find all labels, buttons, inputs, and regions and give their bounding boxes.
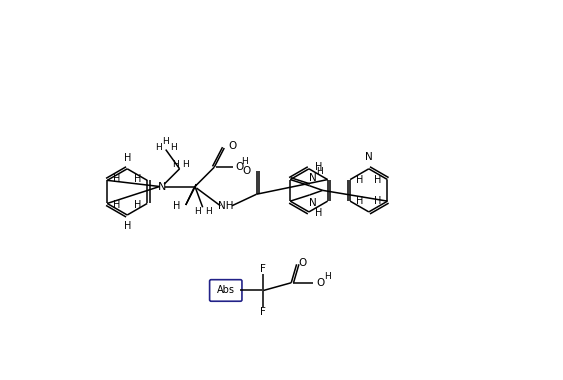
Text: H: H [205, 207, 212, 216]
Text: H: H [315, 162, 323, 172]
Text: H: H [182, 160, 189, 169]
Text: NH: NH [218, 201, 234, 211]
Text: H: H [155, 143, 162, 152]
Text: H: H [133, 174, 141, 184]
Text: N: N [158, 182, 166, 192]
Text: H: H [113, 174, 120, 184]
Text: N: N [309, 198, 316, 208]
Polygon shape [186, 184, 196, 205]
Text: H: H [123, 153, 131, 163]
Text: H: H [356, 196, 364, 206]
Text: H: H [170, 143, 177, 152]
Text: O: O [242, 166, 251, 176]
FancyBboxPatch shape [209, 280, 242, 301]
Text: H: H [374, 196, 381, 206]
Text: H: H [315, 209, 323, 218]
Text: H: H [133, 200, 141, 210]
Text: H: H [173, 201, 180, 211]
Text: N: N [365, 152, 373, 162]
Text: H: H [113, 200, 120, 210]
Text: H: H [123, 221, 131, 231]
Text: O: O [228, 141, 236, 152]
Text: H: H [324, 272, 331, 281]
Text: F: F [260, 307, 266, 317]
Text: O: O [298, 258, 307, 268]
Text: H: H [374, 174, 381, 185]
Text: H: H [316, 167, 323, 176]
Text: F: F [260, 264, 266, 274]
Text: H: H [162, 136, 169, 146]
Text: O: O [316, 278, 325, 288]
Text: H: H [241, 157, 248, 166]
Text: O: O [236, 162, 244, 172]
Text: Abs: Abs [217, 285, 235, 296]
Text: H: H [194, 207, 200, 216]
Text: H: H [172, 160, 179, 169]
Text: H: H [356, 174, 364, 185]
Text: N: N [309, 173, 316, 183]
